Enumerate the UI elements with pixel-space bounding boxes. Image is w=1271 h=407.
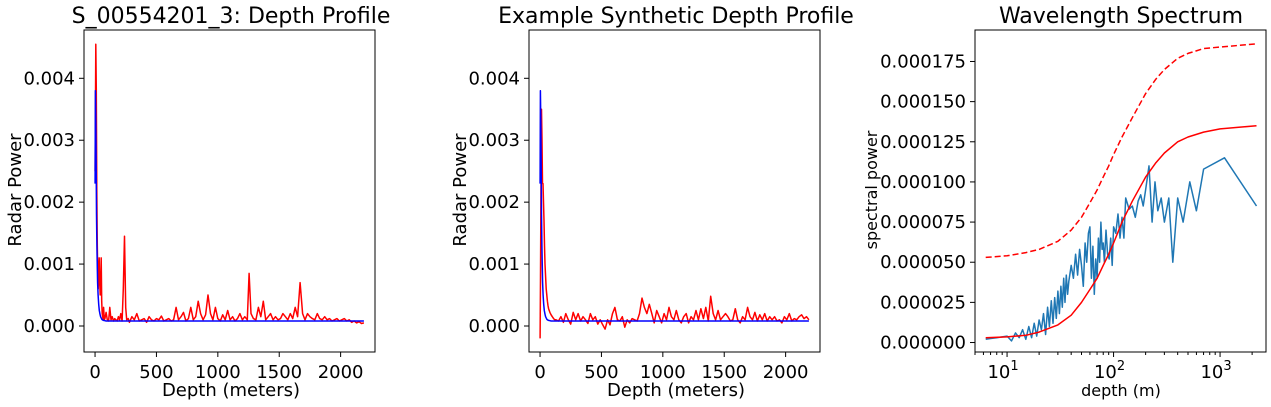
y-tick-label: 0.000000 [880, 333, 966, 354]
x-tick-label: 103 [1200, 359, 1231, 383]
y-tick-label: 0.000025 [880, 292, 966, 313]
wavelength-spectrum-panel: Wavelength Spectrum depth (m) spectral p… [862, 4, 1267, 400]
axes-frame [528, 29, 821, 353]
y-axis-label: Radar Power [450, 133, 471, 247]
depth-profile-panel: S_00554201_3: Depth Profile Depth (meter… [5, 4, 390, 401]
y-tick-label: 0.000100 [880, 172, 966, 193]
y-tick-label: 0.004 [23, 68, 75, 89]
y-tick-label: 0.001 [468, 254, 520, 275]
series-line-2 [539, 89, 809, 322]
series-line-3 [985, 43, 1257, 259]
y-tick-label: 0.000175 [880, 51, 966, 72]
x-tick-label: 1000 [640, 362, 686, 383]
y-tick-label: 0.000 [468, 316, 520, 337]
x-tick-label: 1500 [256, 362, 302, 383]
y-tick-label: 0.000050 [880, 252, 966, 273]
y-tick-label: 0.004 [468, 68, 520, 89]
y-tick-label: 0.003 [23, 130, 75, 151]
panel-title: Wavelength Spectrum [999, 4, 1243, 29]
x-tick-label: 102 [1094, 359, 1125, 383]
series-line-1 [94, 43, 365, 325]
y-tick-label: 0.003 [468, 130, 520, 151]
y-tick-label: 0.000150 [880, 92, 966, 113]
x-tick-label: 500 [139, 362, 173, 383]
y-tick-label: 0.001 [23, 254, 75, 275]
y-axis-label: Radar Power [5, 133, 26, 247]
axes-frame [974, 29, 1267, 353]
y-tick-label: 0.000125 [880, 132, 966, 153]
synthetic-profile-panel: Example Synthetic Depth Profile Depth (m… [450, 4, 854, 401]
x-axis-label: Depth (meters) [607, 380, 745, 401]
axes-frame [83, 29, 376, 353]
y-tick-label: 0.000 [23, 316, 75, 337]
x-tick-label: 2000 [318, 362, 364, 383]
series-line-2 [985, 124, 1257, 339]
x-axis-label: depth (m) [1081, 381, 1161, 400]
series-line-1 [539, 108, 810, 339]
x-tick-label: 0 [534, 362, 545, 383]
y-tick-label: 0.000075 [880, 212, 966, 233]
x-tick-label: 1500 [701, 362, 747, 383]
x-tick-label: 0 [89, 362, 100, 383]
x-tick-label: 1000 [195, 362, 241, 383]
panel-title: Example Synthetic Depth Profile [498, 4, 854, 29]
x-tick-label: 500 [584, 362, 618, 383]
panel-title: S_00554201_3: Depth Profile [72, 4, 391, 29]
x-tick-label: 101 [987, 359, 1018, 383]
x-tick-label: 2000 [763, 362, 809, 383]
series-line-1 [985, 157, 1258, 342]
y-axis-label: spectral power [862, 130, 881, 249]
x-axis-label: Depth (meters) [162, 380, 300, 401]
series-line-2 [94, 89, 364, 322]
y-tick-label: 0.002 [23, 192, 75, 213]
y-tick-label: 0.002 [468, 192, 520, 213]
